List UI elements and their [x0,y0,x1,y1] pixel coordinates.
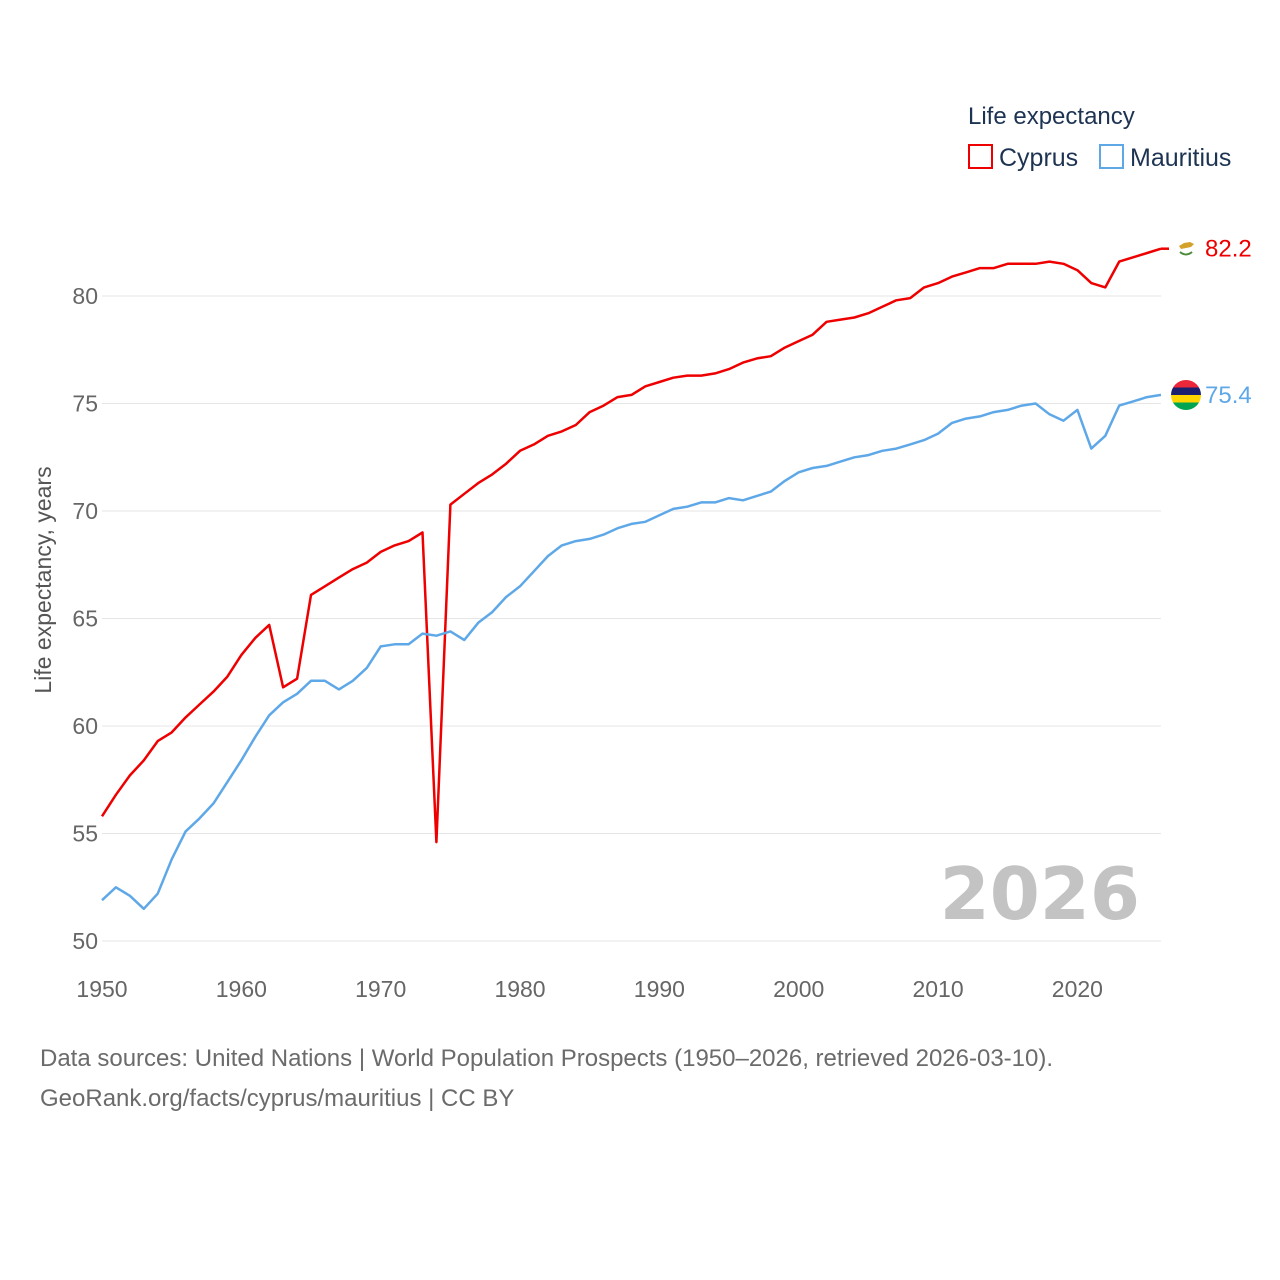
cyprus-end-value: 82.2 [1205,236,1252,263]
x-tick-1990: 1990 [634,976,685,1002]
x-axis-ticks: 1950 1960 1970 1980 1990 2000 2010 2020 [76,976,1103,1002]
x-tick-2010: 2010 [912,976,963,1002]
y-tick-50: 50 [72,928,98,954]
legend-label-cyprus: Cyprus [999,144,1078,172]
series-line-mauritius [101,393,1162,911]
x-tick-1950: 1950 [76,976,127,1002]
y-axis-label: Life expectancy, years [30,466,56,693]
year-label: 2026 [940,852,1140,936]
footer-attribution[interactable]: GeoRank.org/facts/cyprus/mauritius | CC … [40,1085,515,1112]
grid-lines [102,295,1161,942]
y-tick-60: 60 [72,713,98,739]
legend-item-mauritius[interactable]: Mauritius [1099,144,1231,172]
x-tick-1980: 1980 [494,976,545,1002]
x-tick-1970: 1970 [355,976,406,1002]
cyprus-end-marker: 82.2 [1174,236,1252,263]
y-axis-ticks: 50 55 60 65 70 75 80 [72,283,98,954]
legend: Life expectancy Cyprus Mauritius [968,103,1231,172]
x-tick-1960: 1960 [216,976,267,1002]
series-line-cyprus [100,247,1162,844]
footer-sources: Data sources: United Nations | World Pop… [40,1045,1054,1072]
legend-title: Life expectancy [968,103,1135,130]
legend-label-mauritius: Mauritius [1130,144,1231,172]
y-tick-65: 65 [72,606,98,632]
mauritius-flag-icon [1171,380,1201,410]
legend-swatch-mauritius [1099,144,1124,169]
y-tick-80: 80 [72,283,98,309]
mauritius-end-marker: 75.4 [1171,380,1252,410]
y-tick-70: 70 [72,498,98,524]
y-tick-75: 75 [72,391,98,417]
x-tick-2000: 2000 [773,976,824,1002]
legend-swatch-cyprus [968,144,993,169]
x-tick-2020: 2020 [1052,976,1103,1002]
legend-item-cyprus[interactable]: Cyprus [968,144,1078,172]
cyprus-flag-icon [1174,236,1198,260]
y-tick-55: 55 [72,821,98,847]
mauritius-end-value: 75.4 [1205,382,1252,409]
series-lines [100,247,1169,911]
